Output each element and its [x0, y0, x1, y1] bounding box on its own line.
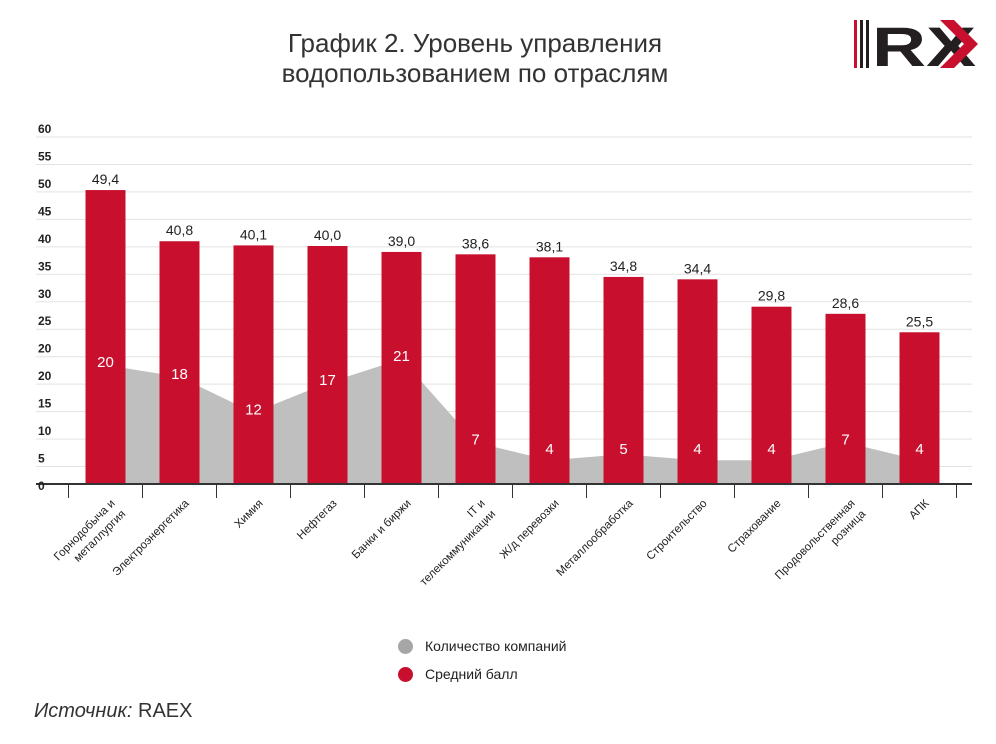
- x-category-label: Строительство: [645, 498, 710, 563]
- legend: Количество компаний Средний балл: [398, 636, 567, 692]
- y-tick-label: 55: [38, 149, 52, 163]
- y-tick-label: 20: [38, 369, 52, 383]
- score-bar: [455, 254, 496, 484]
- legend-label-score: Средний балл: [425, 666, 518, 682]
- count-label: 4: [545, 441, 553, 458]
- source-value: RAEX: [132, 700, 193, 722]
- x-category-label: Страхование: [726, 498, 784, 556]
- x-axis-labels: Горнодобыча иметаллургияЭлектроэнергетик…: [52, 497, 932, 592]
- y-tick-label: 35: [38, 259, 52, 273]
- x-category-label-line: Страхование: [726, 498, 784, 556]
- score-label: 40,1: [240, 226, 267, 242]
- score-label: 49,4: [92, 171, 119, 187]
- y-tick-label: 60: [38, 122, 52, 136]
- grid-lines: [36, 136, 972, 468]
- legend-label-companies: Количество компаний: [425, 638, 567, 654]
- score-label: 29,8: [758, 288, 785, 304]
- score-bars: [85, 190, 940, 484]
- legend-item-score: Средний балл: [398, 664, 567, 684]
- score-label: 25,5: [906, 313, 933, 329]
- y-tick-label: 15: [38, 397, 52, 411]
- score-bar: [899, 332, 940, 484]
- score-label: 38,6: [462, 235, 489, 251]
- count-label: 17: [319, 372, 336, 389]
- score-bar: [307, 246, 348, 484]
- x-category-label-line: Химия: [233, 498, 266, 531]
- count-labels: 20 18 12 17 21 7 4 5 4 4 7 4: [97, 348, 924, 458]
- y-tick-label: 40: [38, 232, 52, 246]
- x-category-label-line: Ж/д перевозки: [498, 498, 562, 562]
- chart-title-line-2: водопользованием по отраслям: [281, 58, 669, 88]
- y-tick-label: 5: [38, 452, 45, 466]
- x-category-label: Горнодобыча иметаллургия: [52, 498, 128, 574]
- chart-title: График 2. Уровень управления водопользов…: [230, 28, 720, 88]
- score-bar: [381, 251, 422, 484]
- legend-swatch-companies: [398, 638, 413, 654]
- chart-area: 49,4 40,8 40,1 40,0 39,0 38,6 38,1 34,8 34,4 29,8…: [36, 122, 972, 592]
- count-label: 4: [693, 441, 701, 458]
- score-bar: [603, 276, 644, 484]
- score-bar: [233, 245, 274, 484]
- count-label: 20: [97, 354, 114, 371]
- x-category-label: IT ителекоммуникации: [407, 498, 498, 589]
- source-note: Источник: RAEX: [34, 700, 192, 723]
- x-category-label: Химия: [233, 498, 266, 531]
- y-tick-label: 25: [38, 314, 52, 328]
- chart-title-line-1: График 2. Уровень управления: [287, 28, 663, 58]
- count-label: 5: [619, 441, 627, 458]
- score-label: 28,6: [832, 295, 859, 311]
- y-tick-label: 20: [38, 342, 52, 356]
- companies-area-shape: [105, 359, 920, 484]
- count-label: 18: [171, 366, 188, 383]
- y-tick-label: 10: [38, 424, 52, 438]
- score-bar: [677, 279, 718, 484]
- x-category-label: Ж/д перевозки: [498, 498, 562, 562]
- score-label: 34,8: [610, 258, 637, 274]
- x-category-label-line: Нефтегаз: [295, 498, 340, 543]
- score-labels: 49,4 40,8 40,1 40,0 39,0 38,6 38,1 34,8 34,4 29,8…: [92, 171, 933, 329]
- count-label: 7: [471, 431, 479, 448]
- y-tick-label: 45: [38, 204, 52, 218]
- x-category-label: АПК: [907, 497, 932, 522]
- count-label: 12: [245, 402, 262, 419]
- x-category-label: Банки и биржи: [350, 498, 414, 562]
- x-category-label-line: АПК: [907, 497, 932, 522]
- count-label: 4: [915, 441, 923, 458]
- score-label: 34,4: [684, 260, 711, 276]
- count-label: 7: [841, 431, 849, 448]
- x-category-label-line: Металлообработка: [555, 497, 636, 578]
- count-label: 4: [767, 441, 775, 458]
- score-label: 39,0: [388, 233, 415, 249]
- y-tick-label: 50: [38, 177, 52, 191]
- y-tick-label: 30: [38, 287, 52, 301]
- x-category-label-line: Строительство: [645, 498, 710, 563]
- x-category-label-line: Банки и биржи: [350, 498, 414, 562]
- x-category-label-line: Электроэнергетика: [111, 497, 192, 578]
- x-category-label: Электроэнергетика: [111, 497, 192, 578]
- x-category-label: Металлообработка: [555, 497, 636, 578]
- score-bar: [751, 306, 792, 484]
- score-label: 40,8: [166, 222, 193, 238]
- score-bar: [825, 313, 866, 484]
- score-bar: [529, 257, 570, 484]
- x-axis: [36, 483, 972, 498]
- y-tick-label: 0: [38, 479, 45, 493]
- score-bar: [85, 190, 126, 484]
- raex-logo: RX: [854, 18, 978, 70]
- count-label: 21: [393, 348, 410, 365]
- x-category-label-line: телекоммуникации: [418, 508, 498, 588]
- legend-swatch-score: [398, 666, 413, 682]
- legend-item-companies: Количество компаний: [398, 636, 567, 656]
- score-label: 38,1: [536, 238, 563, 254]
- score-label: 40,0: [314, 227, 341, 243]
- x-category-label: Нефтегаз: [295, 498, 340, 543]
- score-bar: [159, 241, 200, 484]
- source-label: Источник:: [34, 700, 133, 722]
- companies-area: [105, 359, 920, 484]
- x-category-label: Продовольственнаярозница: [773, 497, 868, 592]
